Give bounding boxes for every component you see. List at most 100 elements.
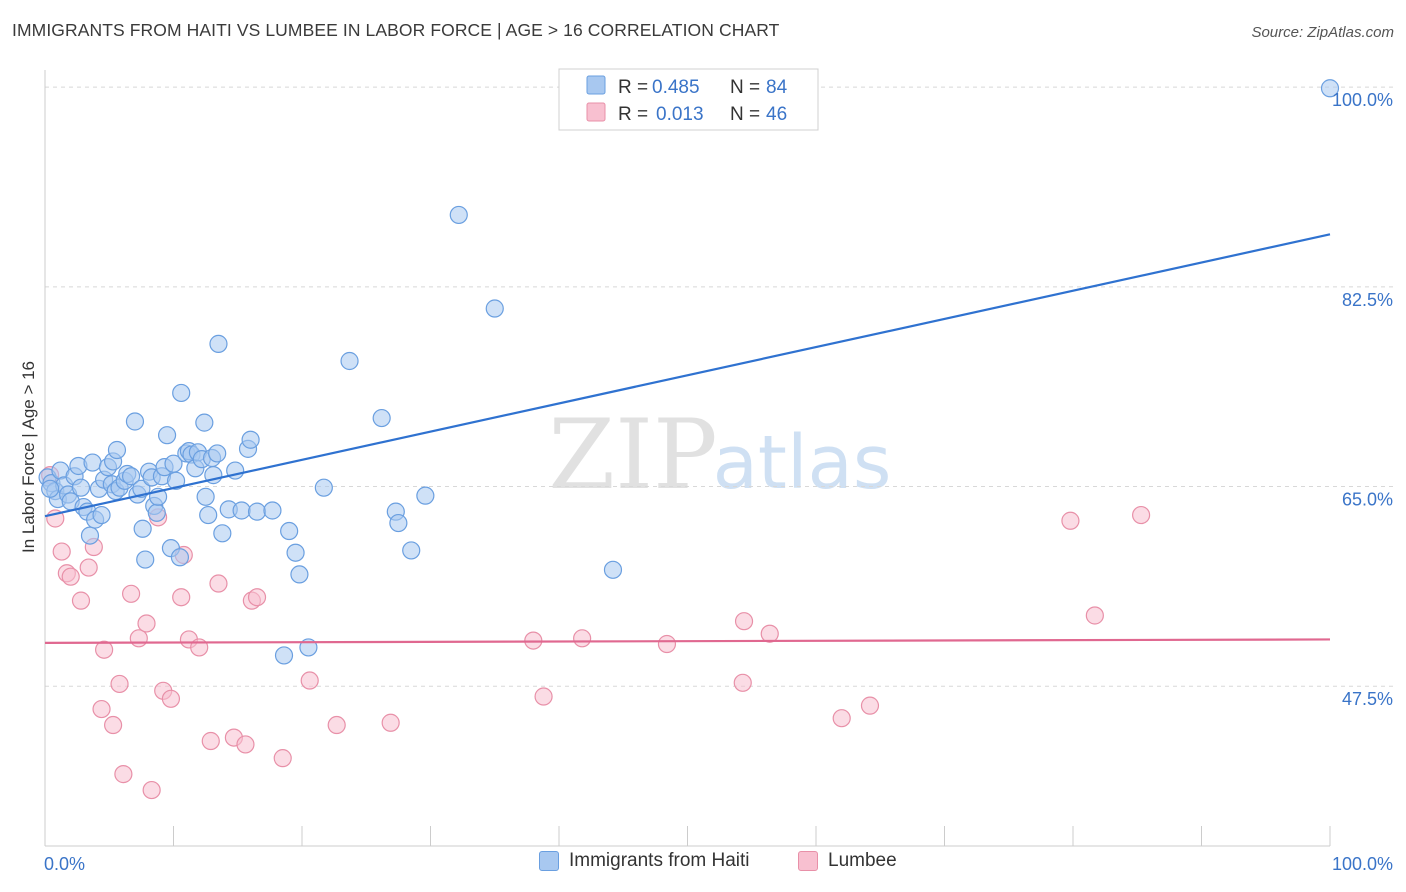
lumbee-point: [247, 588, 267, 607]
lumbee-point: [1061, 511, 1080, 530]
legend-top: R = 0.485 N = 84 R = 0.013 N = 46: [558, 68, 819, 131]
haiti-point: [247, 502, 267, 521]
lumbee-point: [137, 614, 156, 633]
lumbee-point: [209, 574, 228, 593]
haiti-point: [372, 408, 391, 428]
lumbee-point: [161, 689, 181, 708]
lumbee-point: [657, 634, 677, 654]
haiti-point: [402, 541, 421, 560]
lumbee-point: [733, 673, 752, 692]
haiti-point: [389, 513, 408, 533]
haiti-point: [314, 478, 333, 497]
haiti-point: [241, 430, 260, 449]
legend-lumbee-r-label: R =: [618, 104, 648, 125]
lumbee-trend-line: [44, 638, 1331, 644]
y-tick-label: 65.0%: [1342, 490, 1393, 510]
legend-haiti-swatch: [586, 75, 606, 95]
haiti-point: [274, 646, 294, 665]
legend-lumbee-n-value: 46: [766, 104, 787, 125]
x-tick-label: 0.0%: [44, 854, 85, 874]
trend-lines: [44, 233, 1331, 644]
legend-haiti-r-label: R =: [618, 77, 648, 98]
legend-item-haiti: Immigrants from Haiti: [539, 850, 750, 872]
legend-lumbee-n-label: N =: [730, 104, 760, 125]
lumbee-point: [832, 709, 851, 728]
lumbee-point: [172, 588, 191, 607]
haiti-point: [416, 486, 435, 505]
haiti-point: [286, 543, 305, 562]
haiti-point: [280, 521, 299, 541]
y-tick-label: 82.5%: [1342, 290, 1393, 310]
haiti-point: [41, 479, 60, 498]
legend-lumbee-label: Lumbee: [828, 850, 897, 871]
haiti-point: [83, 453, 102, 472]
legend-haiti-n-label: N =: [730, 77, 760, 98]
haiti-point: [80, 526, 100, 545]
lumbee-point: [114, 765, 133, 784]
legend-lumbee-r-value: 0.013: [656, 104, 704, 125]
lumbee-point: [110, 674, 129, 694]
haiti-point: [170, 548, 190, 567]
lumbee-point: [52, 542, 71, 561]
lumbee-point: [95, 640, 114, 659]
lumbee-point: [760, 624, 779, 643]
x-tick-label: 100.0%: [1332, 854, 1393, 874]
lumbee-point: [534, 687, 553, 706]
lumbee-point: [92, 699, 111, 719]
legend-item-lumbee: Lumbee: [798, 850, 897, 872]
lumbee-point: [236, 735, 255, 754]
watermark-atlas: atlas: [713, 420, 892, 506]
y-tick-label: 100.0%: [1332, 90, 1393, 110]
lumbee-point: [142, 780, 161, 800]
haiti-point: [121, 467, 141, 486]
lumbee-point: [71, 591, 91, 610]
haiti-point: [603, 560, 623, 579]
y-axis-label: In Labor Force | Age > 16: [19, 361, 38, 553]
lumbee-point: [121, 584, 141, 603]
legend-haiti-label: Immigrants from Haiti: [569, 850, 750, 871]
lumbee-point: [104, 715, 123, 735]
haiti-point: [166, 471, 186, 490]
haiti-point: [340, 351, 359, 371]
legend-lumbee-swatch-bottom: [798, 851, 818, 871]
haiti-point: [172, 383, 191, 403]
lumbee-point: [273, 749, 292, 768]
haiti-point: [213, 524, 232, 543]
watermark-zip: ZIP: [548, 399, 717, 511]
lumbee-point: [79, 558, 98, 577]
haiti-point: [133, 519, 152, 538]
haiti-point: [147, 503, 166, 522]
lumbee-point: [61, 567, 80, 586]
lumbee-point: [381, 713, 400, 732]
haiti-point: [195, 413, 214, 432]
haiti-point: [209, 334, 228, 353]
haiti-point: [1320, 79, 1340, 98]
haiti-point: [290, 565, 309, 584]
tick-labels: 100.0% 82.5% 65.0% 47.5% 0.0% 100.0%: [44, 90, 1393, 874]
y-tick-label: 47.5%: [1342, 689, 1393, 709]
haiti-point: [263, 501, 282, 520]
lumbee-point: [1085, 606, 1104, 625]
haiti-point: [232, 501, 251, 520]
haiti-point: [208, 444, 227, 463]
legend-haiti-r-value: 0.485: [652, 77, 700, 98]
legend-lumbee-swatch: [586, 102, 606, 122]
haiti-point: [136, 550, 155, 569]
lumbee-point: [1132, 505, 1151, 525]
lumbee-point: [327, 715, 346, 735]
haiti-point: [485, 299, 504, 318]
lumbee-point: [300, 671, 319, 690]
legend-haiti-n-value: 84: [766, 77, 788, 98]
lumbee-point: [860, 696, 880, 715]
source-label: Source: ZipAtlas.com: [1251, 24, 1394, 41]
legend-haiti-swatch-bottom: [539, 851, 559, 871]
haiti-point: [125, 412, 145, 431]
lumbee-point: [734, 612, 754, 631]
lumbee-point: [201, 731, 220, 751]
haiti-point: [196, 487, 215, 506]
haiti-point: [449, 205, 468, 225]
haiti-point: [107, 440, 127, 460]
haiti-points: [38, 79, 1340, 665]
legend-bottom: Immigrants from Haiti Lumbee: [0, 850, 1406, 880]
axes: [44, 70, 1331, 847]
